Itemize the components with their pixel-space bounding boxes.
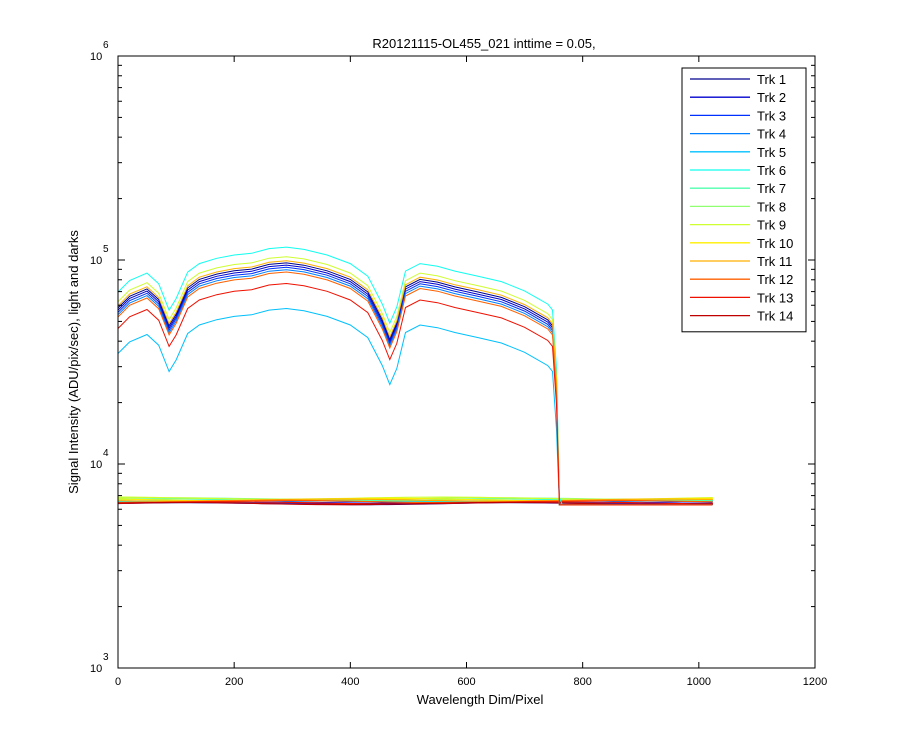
x-tick-label: 200 [225,676,243,688]
y-tick-exponent: 5 [103,244,109,255]
series-dark-line [117,501,713,506]
legend-label: Trk 14 [757,309,793,324]
series-light-line [117,256,713,506]
series-light-line [117,269,713,506]
legend-label: Trk 4 [757,127,786,142]
legend-label: Trk 5 [757,145,786,160]
x-tick-label: 1200 [803,676,827,688]
y-tick-label: 10 [90,255,102,267]
x-axis-label: Wavelength Dim/Pixel [417,692,544,707]
y-tick-exponent: 4 [103,448,109,459]
legend-box [681,67,807,333]
y-tick-label: 10 [90,459,102,471]
x-tick-label: 800 [573,676,591,688]
series-light-line [117,264,713,506]
legend: Trk 1 Trk 2 Trk 3 Trk 4 Trk 5 Trk 6 Trk 7 Trk 8… [681,67,807,333]
y-tick-label: 10 [90,663,102,675]
legend-label: Trk 13 [757,290,793,305]
legend-label: Trk 2 [757,90,786,105]
legend-label: Trk 11 [757,254,792,269]
series-light-line [117,307,713,506]
x-tick-label: 1000 [687,676,711,688]
x-tick-label: 0 [115,676,121,688]
series-light-line [117,271,713,506]
x-axis-ticks: 0 200 400 600 800 1000 1200 [115,56,827,688]
chart-title: R20121115-OL455_021 inttime = 0.05, [372,36,595,51]
y-tick-label: 10 [90,51,102,63]
y-axis-label: Signal Intensity (ADU/pix/sec), light an… [66,230,81,494]
legend-label: Trk 1 [757,72,786,87]
legend-label: Trk 6 [757,163,786,178]
legend-label: Trk 12 [757,272,793,287]
plot-lines [117,246,713,506]
x-tick-label: 600 [457,676,475,688]
x-tick-label: 400 [341,676,359,688]
legend-label: Trk 9 [757,218,786,233]
legend-label: Trk 8 [757,199,786,214]
y-tick-exponent: 6 [103,40,109,51]
series-light-line [117,282,713,506]
y-tick-exponent: 3 [103,652,109,663]
series-light-line [117,262,713,506]
legend-label: Trk 7 [757,181,786,196]
legend-label: Trk 3 [757,108,786,123]
legend-label: Trk 10 [757,236,793,251]
series-dark-line [117,499,713,504]
